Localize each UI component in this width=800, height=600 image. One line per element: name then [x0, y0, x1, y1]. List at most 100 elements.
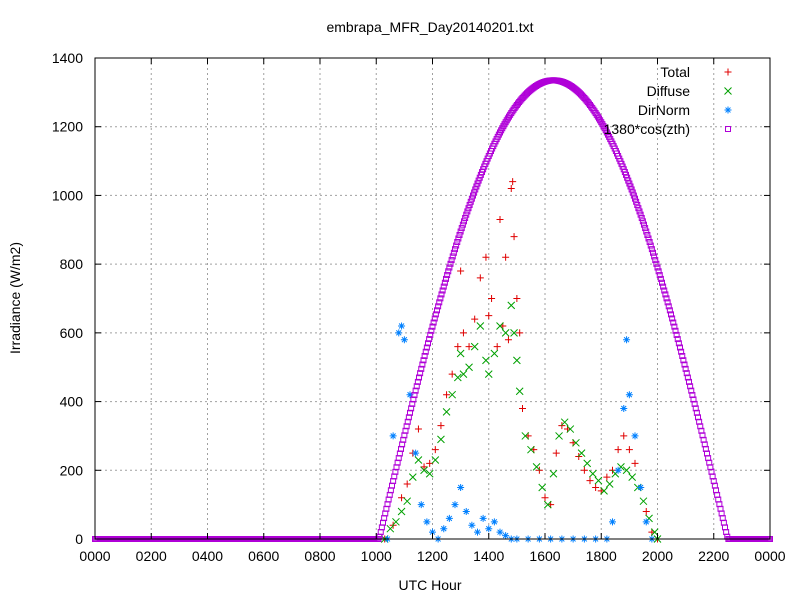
data-point: [440, 525, 448, 533]
data-point: [538, 483, 547, 492]
data-point: [426, 336, 433, 343]
data-point: [437, 435, 445, 444]
data-point: [408, 473, 417, 482]
data-point: [457, 267, 465, 275]
data-point: [496, 528, 504, 536]
data-point: [414, 425, 422, 433]
data-point: [496, 215, 504, 223]
data-point: [447, 260, 454, 267]
y-tick-label: 1400: [52, 50, 83, 66]
data-point: [631, 459, 639, 467]
data-point: [641, 221, 647, 228]
data-point: [400, 336, 408, 344]
data-point: [422, 348, 429, 355]
data-point: [431, 456, 440, 464]
data-point: [485, 312, 493, 320]
data-point: [630, 192, 637, 199]
data-point: [507, 185, 515, 193]
data-point: [623, 336, 631, 344]
data-point: [425, 469, 434, 478]
x-tick-label: 0800: [304, 548, 335, 564]
data-point: [586, 477, 594, 485]
data-point: [453, 242, 460, 249]
x-tick-label: 0200: [136, 548, 167, 564]
data-point: [418, 365, 425, 372]
data-point: [622, 466, 631, 475]
data-point: [675, 340, 682, 347]
data-point: [488, 295, 496, 302]
x-tick-label: 0000: [79, 548, 110, 564]
legend-marker: [724, 68, 732, 76]
data-point: [468, 195, 475, 202]
data-point: [650, 249, 656, 256]
data-point: [637, 211, 644, 218]
data-point: [482, 356, 490, 365]
data-point: [482, 253, 490, 261]
y-tick-label: 800: [60, 256, 84, 272]
data-point: [410, 396, 417, 403]
data-point: [555, 432, 563, 440]
data-point: [443, 391, 451, 399]
data-point: [423, 518, 431, 526]
data-point: [672, 327, 679, 334]
data-point: [666, 307, 673, 314]
y-tick-label: 400: [60, 394, 84, 410]
data-point: [459, 329, 467, 337]
data-point: [513, 356, 521, 365]
data-point: [464, 208, 471, 215]
data-point: [669, 315, 676, 322]
y-tick-label: 200: [60, 462, 84, 478]
data-point: [430, 319, 437, 326]
data-point: [651, 253, 658, 260]
data-point: [408, 405, 415, 412]
data-point: [411, 392, 418, 399]
data-point: [632, 195, 638, 202]
data-point: [642, 508, 650, 516]
data-point: [638, 214, 645, 221]
data-point: [662, 291, 669, 298]
data-point: [412, 387, 419, 394]
data-point: [516, 329, 524, 337]
data-point: [437, 422, 445, 430]
x-tick-label: 1600: [529, 548, 560, 564]
chart-title: embrapa_MFR_Day20140201.txt: [326, 19, 533, 35]
data-point: [458, 225, 465, 232]
data-point: [441, 279, 448, 286]
data-point: [643, 228, 650, 235]
data-point: [679, 352, 686, 359]
data-point: [440, 283, 447, 290]
data-point: [465, 343, 473, 351]
data-point: [465, 363, 473, 372]
data-point: [521, 432, 530, 440]
data-point: [442, 408, 451, 416]
data-point: [392, 517, 400, 526]
data-point: [692, 405, 699, 412]
data-point: [459, 221, 466, 228]
data-point: [496, 322, 504, 330]
x-tick-label: 1400: [473, 548, 504, 564]
data-point: [437, 295, 444, 302]
data-point: [420, 466, 428, 475]
data-point: [652, 257, 659, 264]
data-point: [509, 178, 517, 186]
data-point: [683, 370, 690, 377]
grid-lines: [95, 58, 770, 539]
data-point: [439, 287, 446, 294]
series-2: [384, 322, 656, 543]
data-point: [510, 329, 518, 337]
axis-ticks: 0000 0200 0400 0600 0800 1000 1200 1400 1600 1800…: [52, 50, 786, 564]
data-point: [406, 391, 414, 399]
x-tick-label: 2000: [642, 548, 673, 564]
data-point: [647, 242, 654, 249]
data-point: [645, 235, 652, 242]
data-point: [609, 518, 616, 526]
data-point: [625, 446, 633, 454]
data-point: [449, 253, 456, 260]
data-point: [663, 295, 670, 302]
data-point: [452, 246, 458, 253]
y-tick-label: 0: [75, 531, 83, 547]
data-point: [389, 432, 397, 440]
data-point: [484, 370, 493, 378]
data-point: [450, 249, 457, 256]
data-point: [398, 322, 406, 330]
